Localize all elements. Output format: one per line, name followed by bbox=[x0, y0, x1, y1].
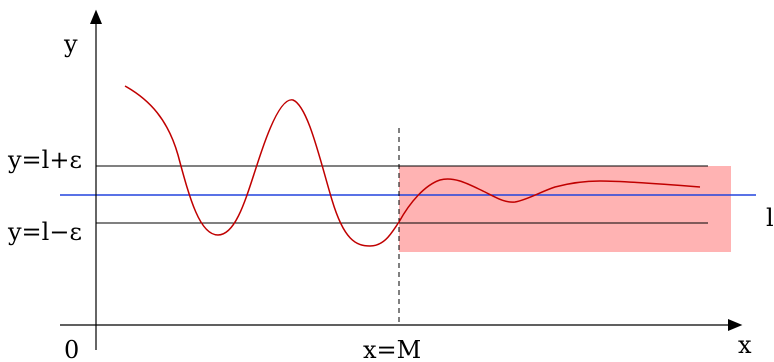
function-curve bbox=[124, 85, 701, 247]
upper-bound-label: y=l+ε bbox=[7, 146, 82, 174]
limit-label: l bbox=[766, 204, 774, 232]
lower-bound-label: y=l−ε bbox=[7, 218, 82, 246]
threshold-label: x=M bbox=[363, 336, 421, 362]
x-axis-label: x bbox=[738, 331, 752, 359]
origin-label: 0 bbox=[64, 336, 79, 362]
y-axis-label: y bbox=[63, 30, 78, 58]
